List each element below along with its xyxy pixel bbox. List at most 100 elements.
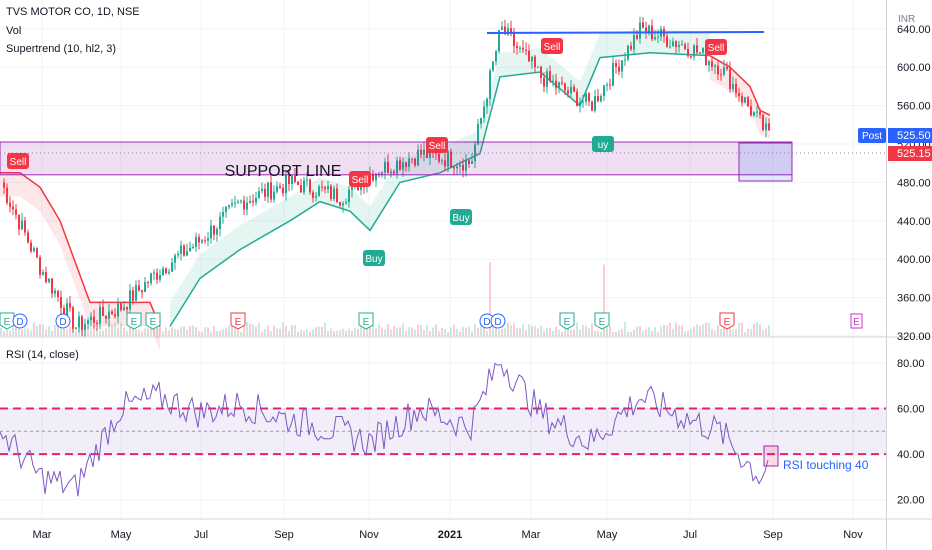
volume-bar <box>573 329 575 336</box>
volume-bar <box>567 325 569 336</box>
volume-bar <box>369 323 371 336</box>
volume-bar <box>729 328 731 336</box>
candle-body <box>384 161 386 173</box>
volume-bar <box>498 329 500 336</box>
volume-bar <box>633 329 635 336</box>
earnings-event-text: E <box>724 317 731 328</box>
volume-bar <box>156 325 158 336</box>
signal-buy-label <box>363 250 385 266</box>
volume-bar <box>489 262 491 336</box>
volume-bar <box>243 323 245 336</box>
candle-body <box>108 311 110 319</box>
volume-bar <box>426 324 428 336</box>
volume-bar <box>168 330 170 336</box>
volume-bar <box>726 328 728 336</box>
volume-bar <box>432 327 434 336</box>
candle-body <box>669 46 671 48</box>
volume-bar <box>564 322 566 336</box>
volume-bar <box>618 330 620 336</box>
candle-body <box>681 44 683 46</box>
volume-bar <box>714 330 716 336</box>
volume-bar <box>600 331 602 336</box>
candle-body <box>558 82 560 88</box>
volume-bar <box>396 327 398 336</box>
candle-body <box>576 91 578 107</box>
volume-bar <box>336 330 338 336</box>
candle-body <box>144 282 146 293</box>
dividend-event-icon <box>55 313 71 329</box>
volume-bar <box>252 324 254 336</box>
candle-body <box>171 262 173 272</box>
candle-body <box>300 185 302 193</box>
candle-body <box>687 48 689 56</box>
volume-bar <box>309 331 311 336</box>
volume-bar <box>201 331 203 336</box>
candle-body <box>537 66 539 68</box>
volume-bar <box>279 329 281 336</box>
dividend-event-text: D <box>59 317 66 328</box>
candle-body <box>696 45 698 53</box>
candle-body <box>288 174 290 185</box>
volume-bar <box>375 328 377 336</box>
volume-bar <box>570 329 572 336</box>
volume-bar <box>210 331 212 336</box>
volume-bar <box>126 331 128 336</box>
volume-bar <box>360 323 362 336</box>
candle-body <box>711 61 713 67</box>
volume-bar <box>765 328 767 336</box>
volume-bar <box>162 331 164 336</box>
volume-bar <box>663 324 665 336</box>
candle-body <box>735 83 737 94</box>
volume-bar <box>384 329 386 336</box>
candle-body <box>156 272 158 280</box>
volume-bar <box>132 328 134 336</box>
candle-body <box>678 45 680 48</box>
candle-body <box>642 22 644 28</box>
candle-body <box>450 151 452 168</box>
time-axis-tick: Jul <box>194 529 208 541</box>
candle-body <box>732 83 734 90</box>
candle-body <box>282 187 284 194</box>
candle-body <box>141 290 143 293</box>
volume-bar <box>630 331 632 336</box>
volume-bar <box>411 327 413 336</box>
volume-bar <box>297 331 299 336</box>
candle-body <box>339 202 341 206</box>
volume-bar <box>51 330 53 336</box>
candle-body <box>345 201 347 204</box>
candle-body <box>765 123 767 130</box>
candle-body <box>132 290 134 301</box>
candle-body <box>294 175 296 182</box>
volume-bar <box>615 331 617 336</box>
volume-bar <box>639 325 641 336</box>
volume-bar <box>330 328 332 336</box>
candle-body <box>270 182 272 200</box>
candle-body <box>342 203 344 206</box>
volume-bar <box>345 330 347 336</box>
volume-bar <box>99 331 101 336</box>
candle-body <box>123 307 125 311</box>
signal-sell-text: Sell <box>708 43 725 54</box>
earnings-event-icon <box>230 312 246 330</box>
legend-rsi: RSI (14, close) <box>6 349 79 361</box>
price-axis-tick: 320.00 <box>897 331 931 343</box>
volume-bar <box>534 326 536 336</box>
candle-body <box>198 237 200 243</box>
volume-bar <box>453 324 455 336</box>
price-axis-tick: 560.00 <box>897 101 931 113</box>
earnings-event-icon <box>145 312 161 330</box>
candle-body <box>327 185 329 190</box>
volume-bar <box>762 329 764 336</box>
volume-bar <box>429 330 431 336</box>
candle-body <box>582 101 584 103</box>
signal-sell-label <box>426 137 448 153</box>
signal-buy-text: Buy <box>452 213 469 224</box>
volume-bar <box>717 325 719 336</box>
volume-bar <box>153 323 155 336</box>
volume-bar <box>393 325 395 336</box>
volume-bar <box>372 325 374 336</box>
volume-bar <box>135 329 137 336</box>
volume-bar <box>282 322 284 336</box>
volume-bar <box>33 322 35 336</box>
